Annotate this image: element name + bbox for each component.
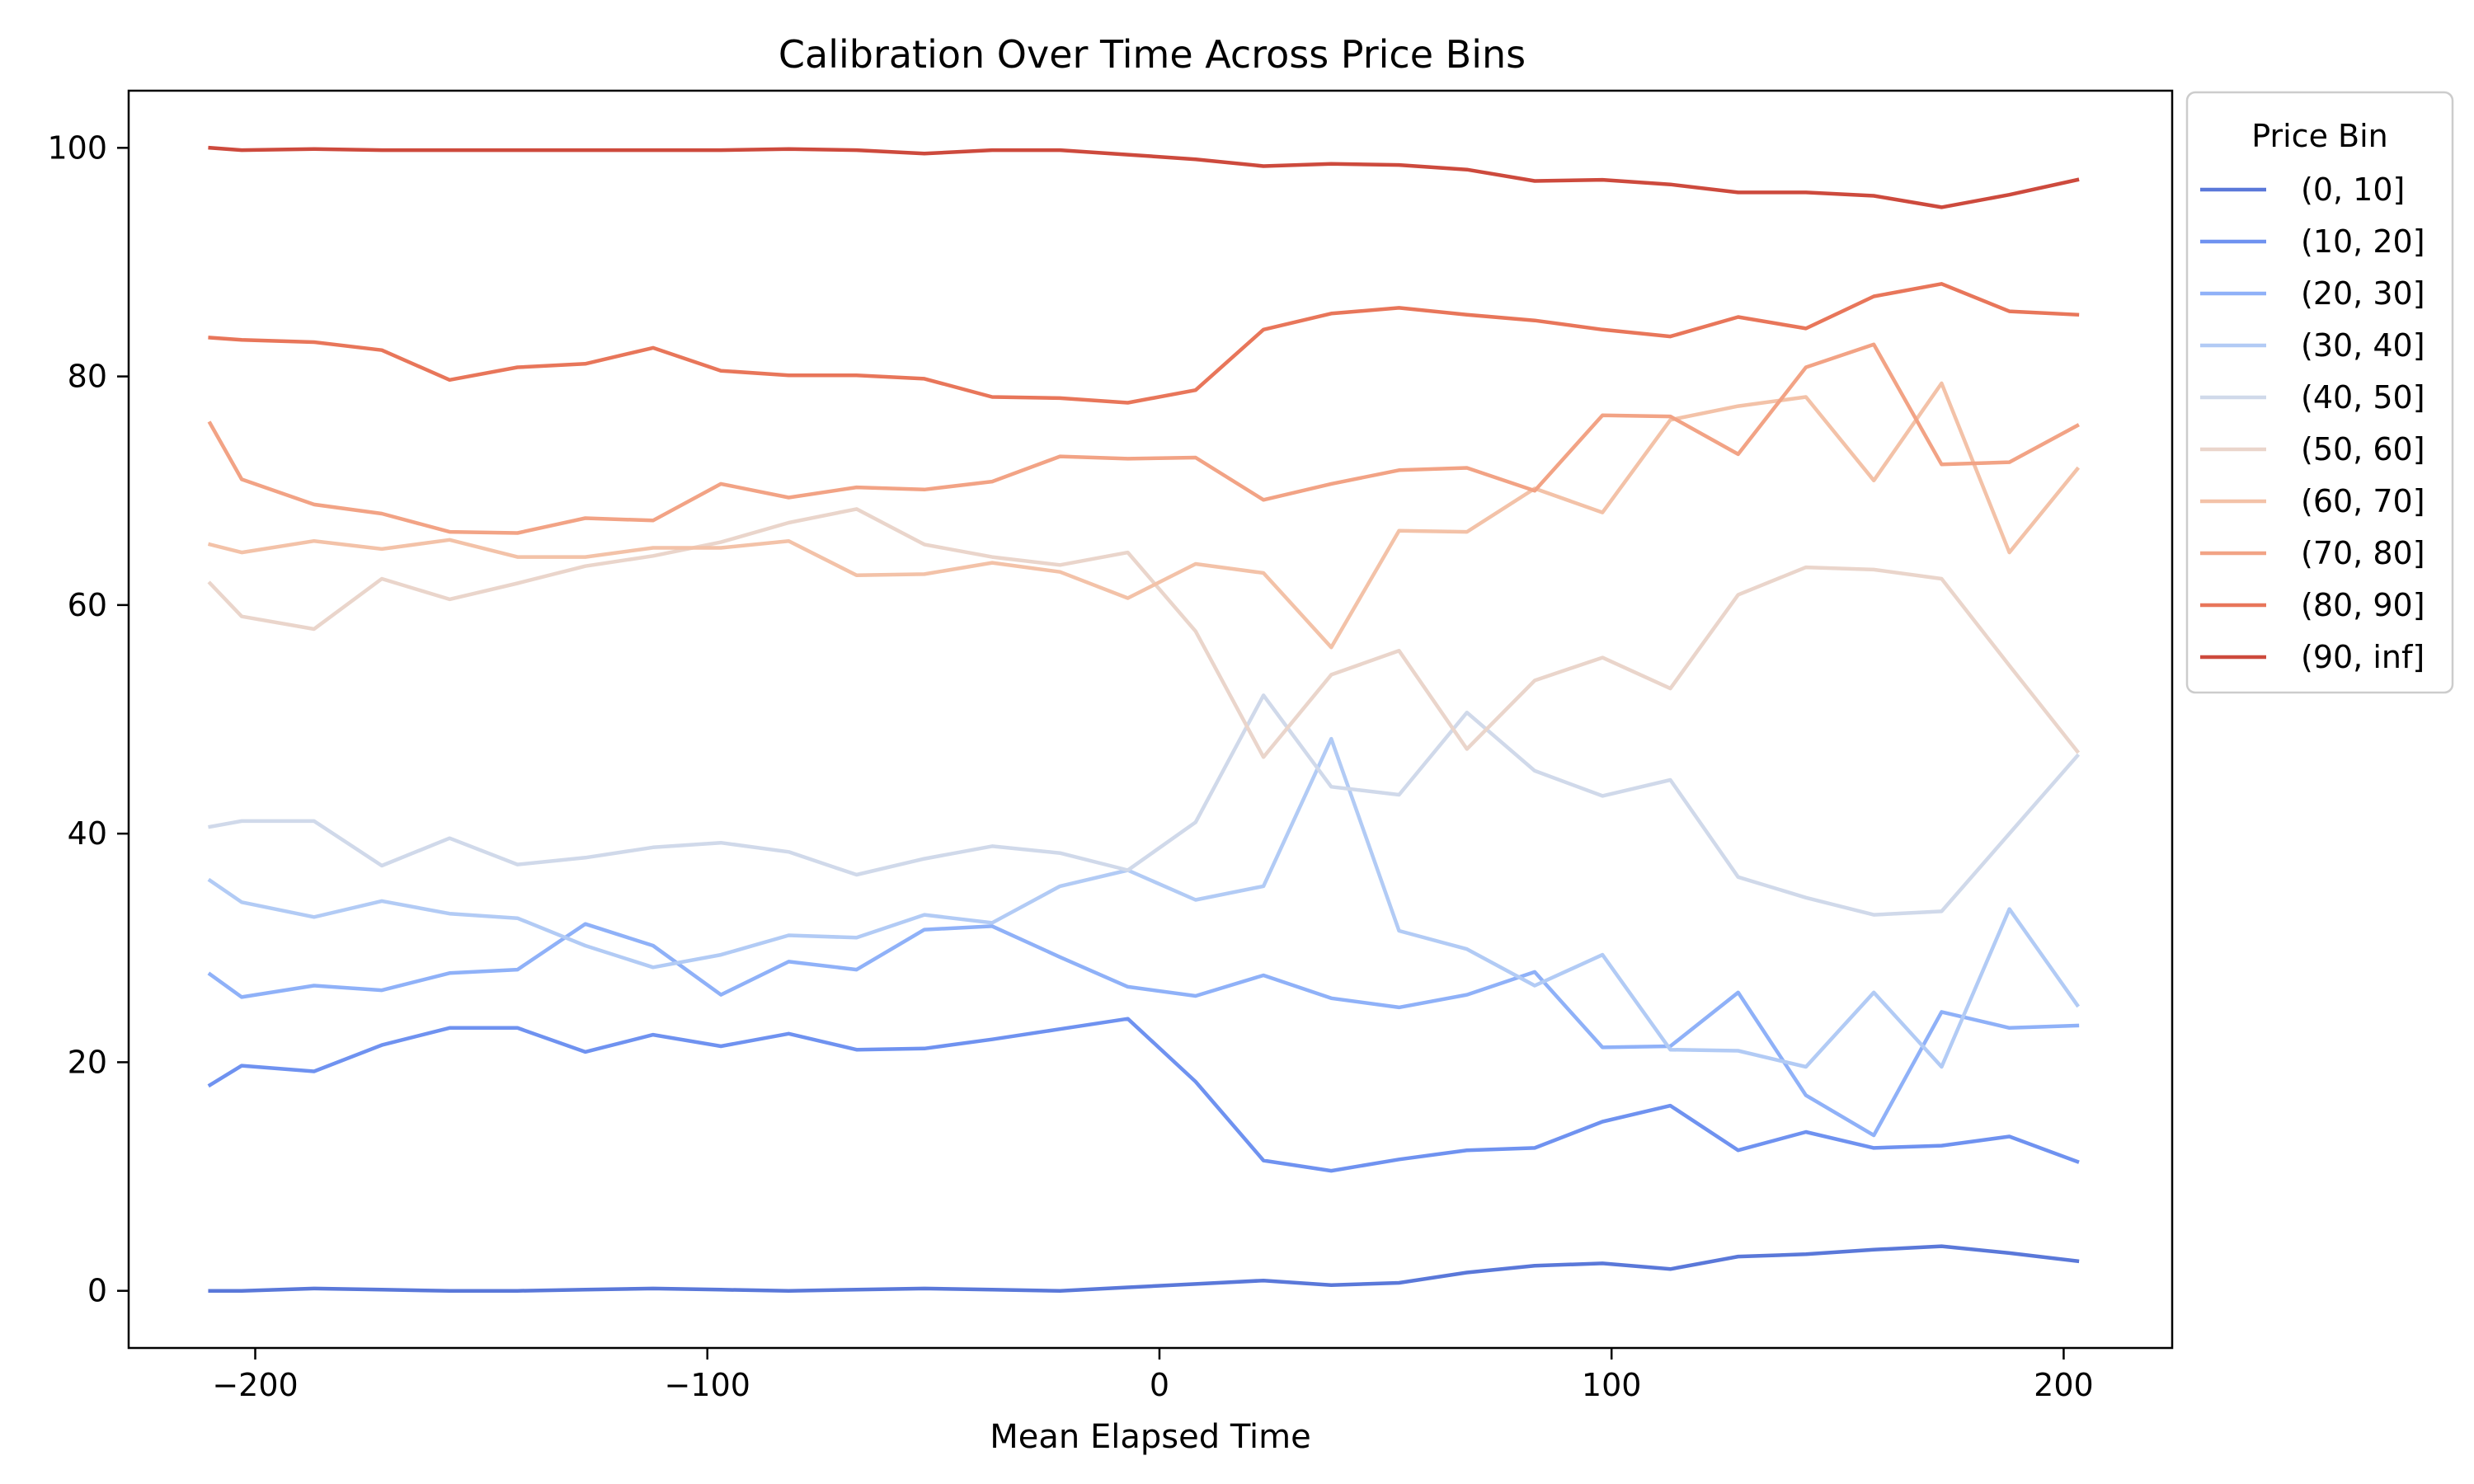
series-line-8 — [208, 282, 2080, 405]
series-line-4 — [208, 693, 2081, 917]
x-tick-label: −100 — [665, 1367, 750, 1403]
plot-area — [127, 89, 2174, 1350]
legend-label-6: (60, 70] — [2301, 483, 2425, 519]
chart-title: Calibration Over Time Across Price Bins — [778, 32, 1526, 77]
series-line-7 — [207, 342, 2080, 535]
x-tick-label: 100 — [1582, 1367, 1642, 1403]
y-tick-label: 40 — [68, 815, 107, 852]
legend-title: Price Bin — [2251, 118, 2388, 154]
legend-label-1: (10, 20] — [2301, 223, 2425, 260]
x-tick-label: −200 — [212, 1367, 298, 1403]
x-axis-ticks: −200 −100 0 100 200 — [212, 1348, 2094, 1403]
y-tick-label: 80 — [68, 359, 107, 395]
series-line-2 — [207, 922, 2080, 1138]
y-tick-label: 60 — [68, 587, 107, 623]
y-tick-label: 20 — [68, 1044, 107, 1080]
series-line-6 — [207, 381, 2081, 650]
series-lines — [207, 145, 2081, 1293]
x-tick-label: 200 — [2034, 1367, 2094, 1403]
legend-label-0: (0, 10] — [2301, 171, 2405, 208]
legend-label-4: (40, 50] — [2301, 379, 2425, 416]
legend-label-5: (50, 60] — [2301, 431, 2425, 467]
legend-label-8: (80, 90] — [2301, 587, 2425, 623]
legend-label-9: (90, inf] — [2301, 639, 2425, 675]
series-line-5 — [207, 507, 2081, 759]
legend-label-7: (70, 80] — [2301, 535, 2425, 571]
series-line-0 — [208, 1244, 2080, 1293]
y-tick-label: 0 — [87, 1273, 107, 1309]
legend-label-3: (30, 40] — [2301, 327, 2425, 364]
legend-label-2: (20, 30] — [2301, 275, 2425, 312]
series-line-9 — [208, 145, 2080, 209]
y-tick-label: 100 — [47, 129, 107, 166]
x-tick-label: 0 — [1150, 1367, 1169, 1403]
legend: Price Bin (0, 10] (10, 20] (20, 30] (30, 40… — [2185, 91, 2454, 694]
x-axis-label: Mean Elapsed Time — [990, 1418, 1310, 1456]
y-axis-ticks: 0 20 40 60 80 100 — [47, 129, 129, 1309]
series-line-1 — [207, 1017, 2080, 1173]
